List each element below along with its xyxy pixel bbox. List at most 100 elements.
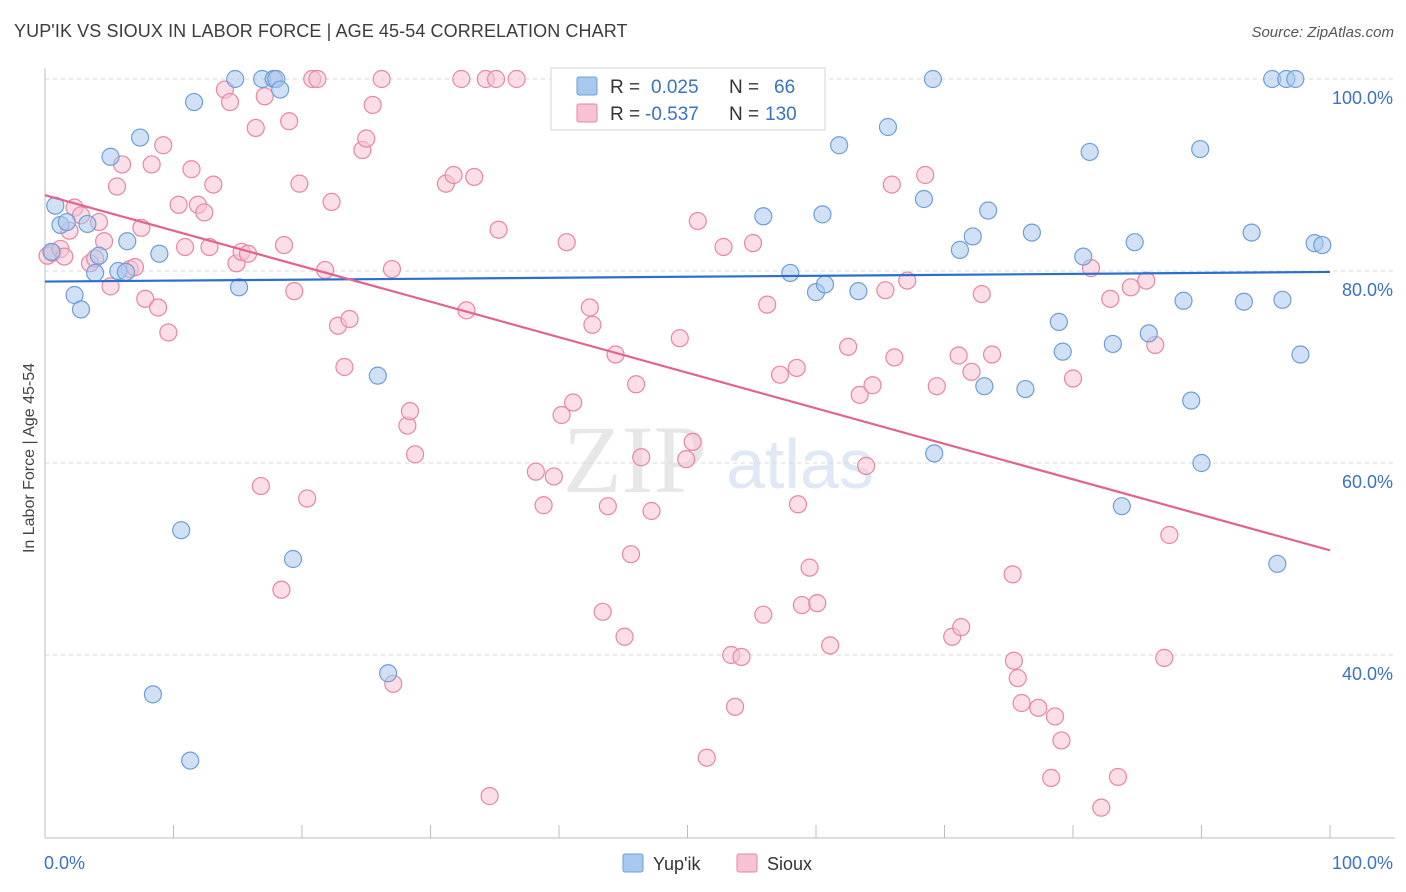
sioux-point [1003, 565, 1022, 584]
sioux-point [465, 167, 484, 187]
legend-swatch-yupik [576, 76, 598, 96]
yupik-point [1191, 139, 1210, 159]
yupik-point [1080, 142, 1099, 162]
yupik-point [813, 205, 832, 224]
bottom-legend-label-yupik: Yup'ik [653, 854, 701, 874]
legend-n-label-yupik: N = [729, 77, 759, 98]
sioux-point [1004, 651, 1023, 670]
yupik-point [150, 244, 169, 263]
sioux-point [195, 203, 214, 222]
y-tick-label: 80.0% [1342, 280, 1393, 300]
sioux-point [382, 259, 402, 279]
sioux-point [480, 787, 499, 806]
yupik-series [42, 69, 1332, 770]
yupik-point [1313, 235, 1332, 255]
bottom-legend-swatch-yupik [622, 853, 644, 873]
yupik-point [86, 263, 105, 283]
trend-lines [44, 194, 1331, 552]
sioux-point [246, 118, 265, 138]
sioux-point [688, 211, 707, 231]
legend-r-label-sioux: R = [610, 104, 640, 125]
yupik-point [378, 664, 398, 683]
sioux-point [1137, 271, 1156, 290]
sioux-point [308, 69, 327, 89]
sioux-point [136, 289, 155, 308]
yupik-point [849, 282, 868, 301]
legend-n-value-sioux: 130 [765, 104, 797, 125]
y-tick-label: 40.0% [1342, 664, 1393, 684]
sioux-point [792, 595, 811, 615]
sioux-point [683, 432, 702, 451]
sioux-point [732, 647, 751, 667]
sioux-point [544, 467, 563, 486]
yupik-point [1103, 334, 1122, 354]
yupik-point [101, 147, 120, 166]
sioux-point [642, 501, 661, 521]
legend-r-value-yupik: 0.025 [651, 77, 699, 98]
yupik-point [815, 275, 835, 294]
sioux-point [743, 234, 763, 253]
sioux-point [298, 489, 317, 508]
sioux-point [1029, 698, 1048, 717]
sioux-point [677, 450, 696, 469]
sioux-point [322, 192, 341, 211]
yupik-point [271, 80, 290, 99]
legend-n-label-sioux: N = [729, 104, 759, 125]
yupik-point [283, 549, 303, 569]
sioux-point [885, 348, 904, 367]
sioux-point [148, 298, 168, 317]
sioux-point [580, 298, 599, 317]
sioux-point [593, 602, 612, 621]
sioux-point [1063, 369, 1083, 388]
yupik-point [1139, 324, 1158, 343]
sioux-point [405, 445, 425, 464]
sioux-point [1101, 289, 1120, 308]
sioux-point [175, 237, 195, 257]
sioux-point [251, 476, 270, 496]
yupik-point [1234, 292, 1254, 311]
yupik-point [1053, 342, 1072, 361]
sioux-point [182, 160, 201, 179]
legend: R = 0.025 N = 66 R = -0.537 N = 130 [550, 67, 826, 131]
chart-title: YUP'IK VS SIOUX IN LABOR FORCE | AGE 45-… [14, 21, 628, 41]
x-tick-label-min: 0.0% [44, 853, 85, 873]
sioux-point [142, 155, 161, 174]
sioux-point [714, 237, 733, 257]
yupik-point [914, 189, 934, 209]
yupik-point [878, 117, 898, 137]
yupik-point [1022, 223, 1041, 242]
yupik-point [1049, 312, 1068, 331]
y-axis-title: In Labor Force | Age 45-54 [21, 363, 38, 553]
sioux-point [808, 594, 827, 613]
sioux-point [1045, 707, 1065, 726]
sioux-point [1108, 767, 1128, 787]
sioux-point [335, 357, 354, 377]
chart-source: Source: ZipAtlas.com [1251, 24, 1394, 41]
sioux-point [626, 375, 646, 394]
yupik-point [975, 377, 994, 396]
sioux-point [882, 175, 901, 194]
sioux-point [1155, 648, 1174, 667]
sioux-point [758, 295, 777, 314]
sioux-point [1042, 768, 1061, 787]
sioux-point [598, 497, 617, 516]
sioux-point [159, 323, 178, 342]
sioux-point [272, 580, 291, 599]
legend-r-value-sioux: -0.537 [645, 104, 699, 125]
legend-n-value-yupik: 66 [774, 77, 795, 98]
yupik-point [181, 751, 200, 770]
sioux-point [952, 618, 971, 637]
sioux-point [220, 92, 240, 112]
yupik-point [781, 263, 800, 283]
sioux-point [787, 358, 806, 378]
sioux-point [615, 627, 634, 646]
yupik-trend-line [44, 270, 1331, 283]
yupik-point [925, 444, 944, 463]
yupik-point [1125, 233, 1144, 252]
sioux-point [526, 462, 545, 481]
sioux-point [274, 235, 294, 255]
sioux-point [290, 174, 309, 193]
yupik-point [1112, 497, 1131, 516]
grid [45, 78, 1395, 656]
